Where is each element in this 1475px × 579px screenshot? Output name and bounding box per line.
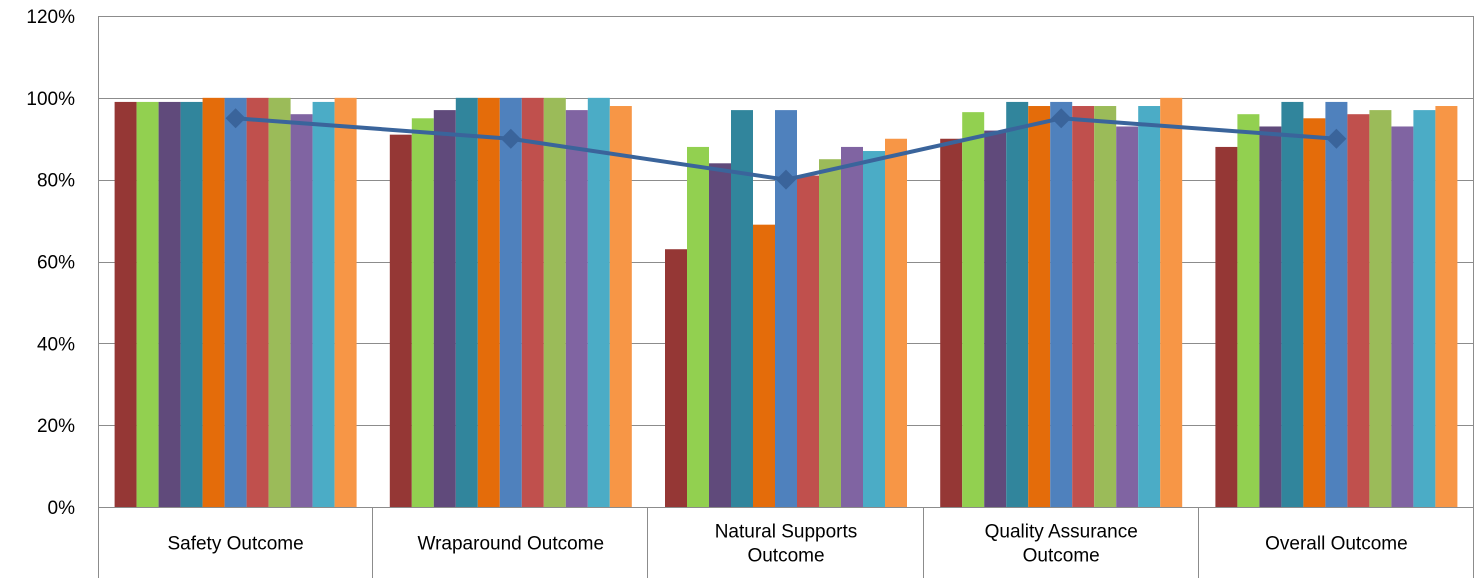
bar-4-7 <box>1369 110 1392 507</box>
line-marker-3 <box>1051 108 1072 129</box>
y-tick-label: 80% <box>37 171 75 192</box>
bar-2-6 <box>797 175 819 507</box>
x-tick-label: Safety Outcome <box>167 534 303 555</box>
bar-4-10 <box>1435 106 1458 508</box>
bar-0-1 <box>136 101 159 508</box>
x-tick-label: Outcome <box>1023 546 1100 567</box>
bar-1-10 <box>609 106 632 508</box>
y-tick-label: 120% <box>26 7 75 28</box>
y-tick-label: 60% <box>37 253 75 274</box>
bar-2-3 <box>731 110 753 507</box>
target-line <box>225 108 1347 190</box>
bar-3-10 <box>1160 97 1183 507</box>
bar-0-9 <box>312 101 335 508</box>
bar-1-4 <box>477 97 500 507</box>
bar-4-0 <box>1215 146 1238 507</box>
bar-2-5 <box>775 110 797 507</box>
x-tick-label: Overall Outcome <box>1265 534 1408 555</box>
bar-0-3 <box>180 101 203 508</box>
line-marker-2 <box>776 169 796 190</box>
x-tick-label: Natural Supports <box>715 522 858 543</box>
x-tick-label: Wraparound Outcome <box>418 534 605 555</box>
bar-3-7 <box>1094 106 1117 508</box>
bar-3-2 <box>984 130 1007 508</box>
bar-0-6 <box>246 97 269 507</box>
bar-1-3 <box>455 97 478 507</box>
bar-1-7 <box>543 97 566 507</box>
bar-4-8 <box>1391 126 1414 507</box>
bar-2-9 <box>863 151 885 507</box>
bar-2-1 <box>687 146 709 507</box>
bar-1-0 <box>389 134 412 508</box>
bar-1-9 <box>587 97 610 507</box>
bar-4-6 <box>1347 114 1370 507</box>
y-tick-label: 0% <box>48 498 76 519</box>
bar-0-5 <box>224 97 247 507</box>
bar-0-4 <box>202 97 225 507</box>
y-tick-label: 40% <box>37 334 75 355</box>
bar-1-8 <box>565 110 588 507</box>
bar-0-8 <box>290 114 313 507</box>
line-marker-0 <box>225 108 246 129</box>
bar-3-5 <box>1050 101 1073 508</box>
x-tick-label: Outcome <box>747 546 824 567</box>
bar-1-6 <box>521 97 544 507</box>
bar-2-8 <box>841 146 863 507</box>
bar-4-9 <box>1413 110 1436 507</box>
bar-2-7 <box>819 159 841 508</box>
bar-0-0 <box>114 101 137 508</box>
bar-0-10 <box>334 97 357 507</box>
line-marker-1 <box>500 128 521 149</box>
bar-1-1 <box>411 118 434 508</box>
y-tick-label: 100% <box>26 89 75 110</box>
bar-3-8 <box>1116 126 1139 507</box>
bar-3-6 <box>1072 106 1095 508</box>
bar-1-2 <box>433 110 456 507</box>
bar-3-0 <box>940 138 963 507</box>
bar-2-4 <box>753 224 775 508</box>
bar-3-4 <box>1028 106 1051 508</box>
y-tick-label: 20% <box>37 416 75 437</box>
bar-2-2 <box>709 163 731 508</box>
bar-2-10 <box>885 138 907 507</box>
bar-3-3 <box>1006 101 1029 508</box>
bar-1-5 <box>499 97 522 507</box>
bar-4-2 <box>1259 126 1282 507</box>
bar-0-2 <box>158 101 181 508</box>
axes: 0% 20% 40% 60% 80% 100% 120% Safety Outcome Wrap… <box>26 7 1474 578</box>
bar-3-1 <box>962 112 985 507</box>
line-marker-4 <box>1326 128 1347 149</box>
bars <box>114 97 1458 508</box>
bar-0-7 <box>268 97 291 507</box>
bar-4-1 <box>1237 114 1260 507</box>
bar-4-3 <box>1281 101 1304 508</box>
bar-4-5 <box>1325 101 1348 508</box>
bar-2-0 <box>665 249 687 507</box>
x-tick-label: Quality Assurance <box>985 522 1138 543</box>
bar-4-4 <box>1303 118 1326 508</box>
bar-3-9 <box>1138 106 1161 508</box>
